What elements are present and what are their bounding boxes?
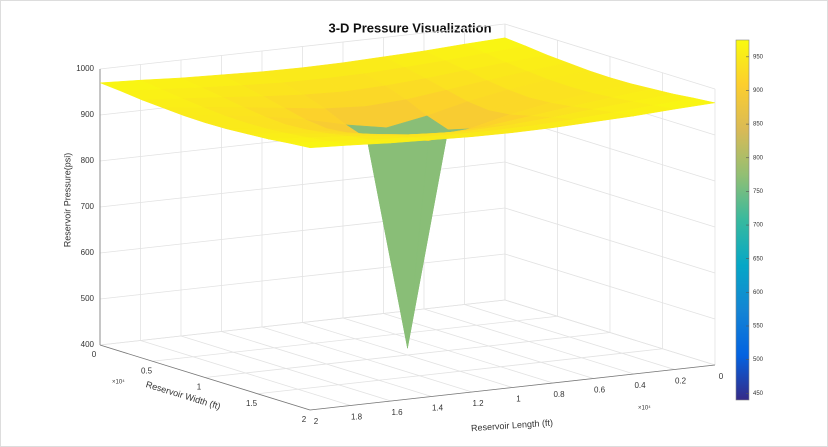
x-tick-label: 1.8 — [351, 413, 363, 422]
colorbar-tick-label: 950 — [753, 54, 764, 60]
colorbar-tick-label: 650 — [753, 256, 764, 262]
y-exponent: ×10⁴ — [112, 379, 125, 386]
colorbar-tick-label: 450 — [753, 391, 764, 397]
x-tick-label: 1.2 — [472, 399, 484, 408]
colorbar-tick-label: 750 — [753, 189, 764, 195]
y-tick-label: 0 — [92, 350, 97, 359]
z-tick-label: 400 — [81, 340, 95, 349]
x-tick-label: 0.8 — [553, 390, 565, 399]
x-tick-label: 1.4 — [432, 404, 444, 413]
x-tick-label: 1.6 — [391, 408, 403, 417]
y-tick-label: 1.5 — [246, 399, 258, 408]
colorbar-tick-label: 600 — [753, 290, 764, 296]
z-tick-label: 900 — [81, 110, 95, 119]
colorbar-tick-label: 800 — [753, 155, 764, 161]
colorbar-tick-label: 900 — [753, 88, 764, 94]
colorbar-tick-label: 700 — [753, 223, 764, 229]
z-tick-label: 1000 — [76, 64, 94, 73]
x-exponent: ×10⁴ — [638, 405, 651, 412]
y-grid-line — [204, 332, 611, 378]
surface-patch — [288, 141, 351, 149]
x-tick-label: 1 — [516, 395, 521, 404]
x-tick-label: 0.2 — [675, 377, 687, 386]
z-tick-label: 800 — [81, 156, 95, 165]
axis-line — [309, 364, 716, 411]
colorbar — [735, 39, 750, 401]
x-tick-label: 2 — [314, 417, 319, 426]
z-tick-label: 600 — [81, 248, 95, 257]
y-tick-label: 1 — [197, 383, 202, 392]
chart-title: 3-D Pressure Visualization — [328, 20, 491, 35]
y-tick-label: 0.5 — [141, 366, 153, 375]
x-tick-label: 0 — [719, 372, 724, 381]
colorbar-tick-label: 850 — [753, 122, 764, 128]
y-grid-line — [99, 299, 506, 346]
z-tick-label: 700 — [81, 202, 95, 211]
y-grid-line — [152, 315, 558, 362]
x-tick-label: 0.4 — [634, 381, 646, 390]
axis-line — [99, 344, 311, 411]
colorbar-tick-label: 500 — [753, 357, 764, 363]
z-tick-label: 500 — [81, 294, 95, 303]
y-grid-line — [257, 348, 663, 395]
colorbar-tick-label: 550 — [753, 324, 764, 330]
z-axis-label: Reservoir Pressure(psi) — [62, 153, 72, 248]
y-tick-label: 2 — [302, 415, 307, 424]
x-tick-label: 0.6 — [594, 386, 606, 395]
